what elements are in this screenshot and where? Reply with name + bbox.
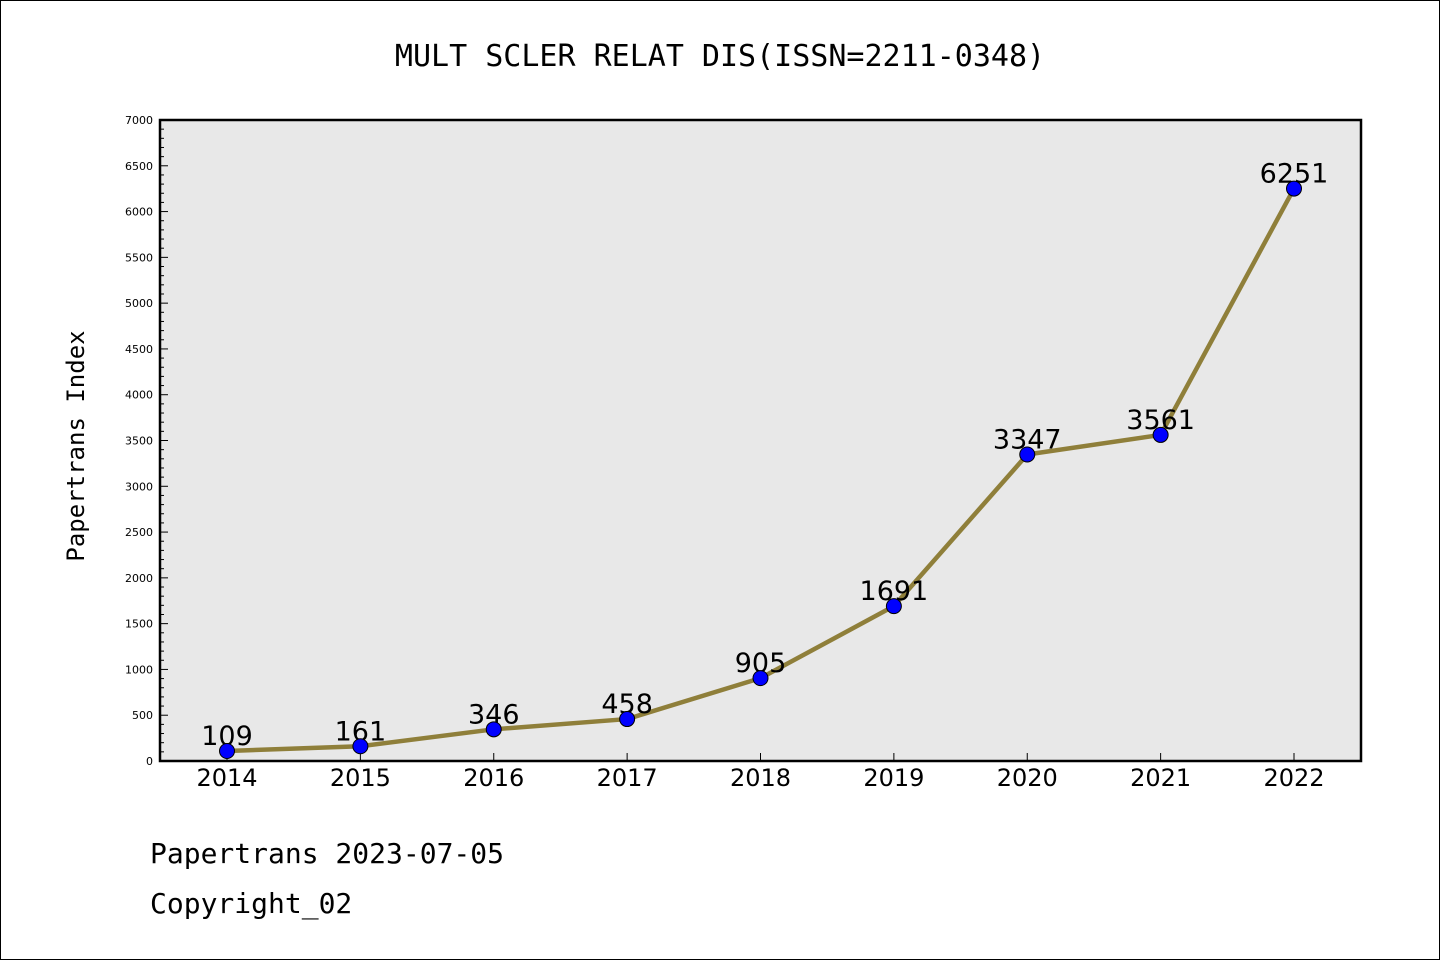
x-tick-label: 2019 bbox=[863, 764, 924, 792]
series-points bbox=[219, 180, 1302, 760]
data-point bbox=[485, 721, 502, 738]
y-tick-label: 1500 bbox=[125, 618, 153, 631]
x-tick-label: 2021 bbox=[1130, 764, 1191, 792]
data-point bbox=[885, 598, 902, 615]
x-axis: 2014 2015 2016 2017 2018 2019 2020 2021 2022 bbox=[196, 753, 1325, 792]
data-point bbox=[619, 711, 636, 728]
data-point bbox=[352, 738, 369, 755]
x-tick-label: 2020 bbox=[997, 764, 1058, 792]
footer-copyright: Copyright_02 bbox=[150, 887, 352, 921]
y-tick-label: 5500 bbox=[125, 251, 153, 264]
data-point bbox=[1286, 180, 1302, 197]
x-tick-label: 2014 bbox=[196, 764, 257, 792]
y-tick-label: 2000 bbox=[125, 572, 153, 585]
y-tick-label: 4000 bbox=[125, 389, 153, 402]
y-tick-label: 500 bbox=[132, 709, 153, 722]
data-point bbox=[1019, 446, 1036, 463]
plot-border bbox=[158, 118, 1363, 763]
y-tick-label: 2500 bbox=[125, 526, 153, 539]
x-tick-label: 2016 bbox=[463, 764, 524, 792]
chart-title: MULT SCLER RELAT DIS(ISSN=2211-0348) bbox=[395, 39, 1045, 74]
y-tick-label: 4500 bbox=[125, 343, 153, 356]
y-tick-label: 6000 bbox=[125, 206, 153, 219]
x-tick-label: 2017 bbox=[597, 764, 658, 792]
y-tick-label: 3000 bbox=[125, 480, 153, 493]
data-point bbox=[752, 670, 769, 687]
y-tick-label: 5000 bbox=[125, 297, 153, 310]
y-tick-label: 6500 bbox=[125, 160, 153, 173]
data-point bbox=[1152, 426, 1169, 443]
x-tick-label: 2022 bbox=[1263, 764, 1324, 792]
data-point bbox=[219, 743, 235, 760]
y-axis-label: Papertrans Index bbox=[62, 330, 90, 561]
x-tick-label: 2015 bbox=[330, 764, 391, 792]
y-tick-label: 0 bbox=[146, 755, 153, 768]
y-tick-label: 1000 bbox=[125, 663, 153, 676]
y-tick-label: 7000 bbox=[125, 114, 153, 127]
y-axis: 0 500 1000 1500 2000 2500 3000 3500 4000 4500 5000… bbox=[125, 114, 168, 768]
y-tick-label: 3500 bbox=[125, 435, 153, 448]
footer-date: Papertrans 2023-07-05 bbox=[150, 837, 504, 870]
x-tick-label: 2018 bbox=[730, 764, 791, 792]
